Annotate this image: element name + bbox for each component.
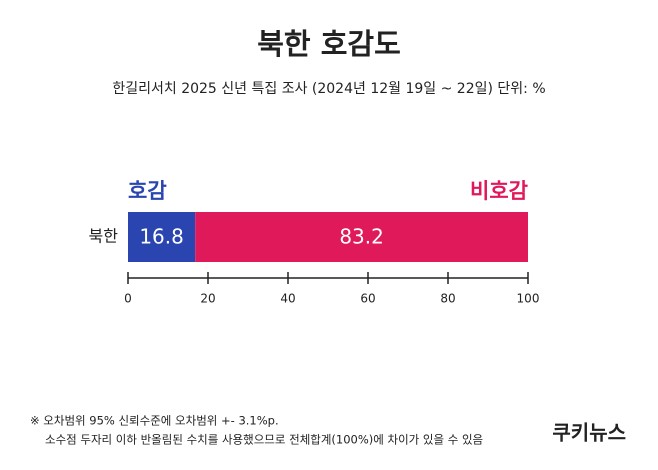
x-tick-label: 20 (200, 292, 215, 306)
bar-segment (128, 212, 196, 262)
x-tick-label: 60 (360, 292, 375, 306)
legend-label: 비호감 (470, 179, 528, 203)
note: ※ 오차범위 95% 신뢰수준에 오차범위 +- 3.1%p. (30, 414, 279, 428)
chart-subtitle: 한길리서치 2025 신년 특집 조사 (2024년 12월 19일 ~ 22일… (112, 81, 545, 97)
note: 소수점 두자리 이하 반올림된 수치를 사용했으므로 전체합계(100%)에 차… (45, 433, 483, 447)
x-tick-label: 80 (440, 292, 455, 306)
x-tick-label: 40 (280, 292, 295, 306)
legend-label: 호감 (128, 179, 167, 203)
x-tick-label: 0 (124, 292, 132, 306)
x-tick-label: 100 (517, 292, 540, 306)
value-label: 16.8 (139, 225, 184, 249)
chart-title: 북한 호감도 (257, 27, 401, 61)
source-logo: 쿠키뉴스 (552, 421, 626, 445)
value-label: 83.2 (339, 225, 384, 249)
bar-segment (195, 212, 528, 262)
category-label: 북한 (89, 227, 119, 246)
